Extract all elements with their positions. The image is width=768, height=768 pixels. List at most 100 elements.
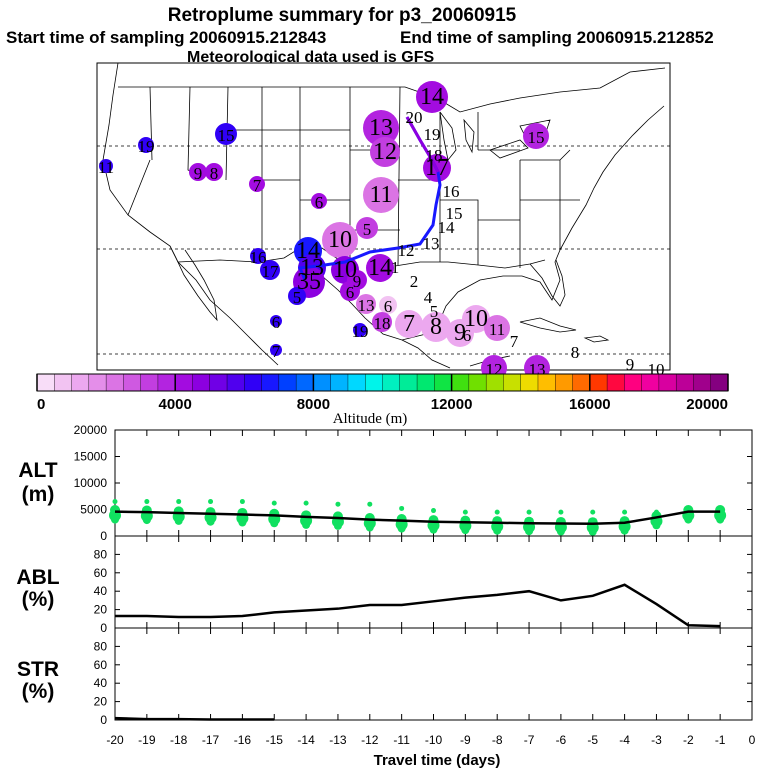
- panel-alt: ALT(m) 20000 15000 10000 5000 0: [18, 423, 753, 543]
- altitude-point: [206, 517, 215, 526]
- colorbar-tick-label: 20000: [686, 396, 728, 413]
- map-day-label: 8: [430, 314, 442, 340]
- y-tick-label: 60: [94, 566, 108, 580]
- chart-title: Retroplume summary for p3_20060915: [168, 5, 517, 26]
- map-marker: [270, 315, 282, 327]
- map-marker: [379, 296, 397, 314]
- map-day-label: 7: [253, 176, 262, 195]
- map-marker: [395, 310, 423, 338]
- map-day-label: 14: [438, 218, 456, 237]
- map-day-label: 6: [315, 193, 324, 212]
- y-tick-label: 20: [94, 603, 108, 617]
- x-tick-label: 0: [749, 733, 756, 747]
- map-day-label: 17: [425, 155, 449, 181]
- map-marker: [372, 312, 392, 332]
- map-day-label: 10: [333, 257, 357, 283]
- y-tick-label: 80: [94, 547, 108, 561]
- map-marker: [138, 137, 154, 153]
- map-marker: [260, 260, 280, 280]
- y-tick-label: 10000: [74, 476, 108, 490]
- x-tick-label: -6: [556, 733, 567, 747]
- colorbar-cell: [555, 373, 574, 392]
- colorbar-cell: [278, 373, 297, 392]
- altitude-point: [142, 516, 151, 525]
- map-day-label: 11: [369, 182, 392, 208]
- y-tick-label: 60: [94, 658, 108, 672]
- map-day-label: 15: [446, 204, 463, 223]
- colorbar-cell: [416, 373, 435, 392]
- altitude-mean-line: [114, 510, 721, 526]
- start-time-label: Start time of sampling 20060915.212843: [6, 28, 326, 47]
- map-marker: [366, 254, 394, 282]
- altitude-point: [335, 501, 341, 507]
- map-day-label: 14: [420, 84, 444, 110]
- y-tick-label: 80: [94, 639, 108, 653]
- altitude-point: [715, 505, 726, 516]
- colorbar-tick-label: 16000: [569, 396, 611, 413]
- colorbar-cell: [347, 373, 366, 392]
- altitude-point: [365, 523, 374, 532]
- colorbar-cell: [313, 373, 332, 392]
- map-day-label: 6: [272, 313, 281, 332]
- x-tick-label: -19: [138, 733, 156, 747]
- altitude-point: [174, 516, 183, 525]
- x-tick-label: -10: [425, 733, 443, 747]
- map-marker: [446, 319, 474, 347]
- map-day-label: 1: [391, 258, 400, 277]
- altitude-point: [332, 511, 343, 522]
- map-day-label: 6: [346, 283, 355, 302]
- map-marker: [484, 315, 510, 341]
- altitude-point: [333, 521, 342, 530]
- colorbar-cell: [88, 373, 107, 392]
- str-line: [114, 716, 275, 721]
- altitude-point: [525, 527, 534, 536]
- altitude-point: [303, 500, 309, 506]
- altitude-point: [144, 499, 150, 505]
- altitude-point: [239, 499, 245, 505]
- map-marker: [270, 344, 282, 356]
- map-day-label: 10: [328, 227, 352, 253]
- colorbar-label: Altitude (m): [333, 411, 408, 427]
- colorbar-cell: [105, 373, 124, 392]
- colorbar-cell: [71, 373, 90, 392]
- map-day-label: 11: [98, 158, 114, 177]
- x-tick-label: -20: [106, 733, 124, 747]
- altitude-point: [269, 508, 280, 519]
- panel-abl: ABL(%) 80 60 40 20 0: [16, 535, 753, 635]
- map-marker: [99, 159, 113, 173]
- altitude-point: [684, 515, 693, 524]
- map-marker: [250, 248, 266, 264]
- map-marker: [356, 217, 378, 239]
- panel-ylabel: ABL: [16, 566, 59, 589]
- colorbar-cell: [468, 373, 487, 392]
- colorbar-cell: [606, 373, 625, 392]
- map-day-label: 9: [454, 320, 466, 346]
- colorbar-cell: [123, 373, 142, 392]
- altitude-point: [590, 509, 596, 515]
- x-tick-label: -13: [329, 733, 347, 747]
- map-day-label: 7: [510, 332, 519, 351]
- altitude-point: [431, 508, 436, 514]
- map-day-label: 11: [489, 320, 505, 339]
- map-day-label: 14: [368, 255, 392, 281]
- colorbar-cell: [434, 373, 453, 392]
- map-day-label: 18: [426, 146, 443, 165]
- altitude-point: [493, 526, 502, 535]
- map-marker: [370, 137, 400, 167]
- altitude-point: [558, 509, 564, 515]
- altitude-point: [460, 515, 471, 526]
- altitude-point: [271, 500, 277, 506]
- altitude-point: [587, 517, 598, 528]
- map-day-label: 9: [353, 272, 362, 291]
- map-marker: [215, 123, 237, 145]
- altitude-point: [367, 501, 373, 507]
- map-outlines: [102, 62, 666, 369]
- colorbar-cell: [589, 373, 608, 392]
- map-day-label: 9: [626, 355, 635, 374]
- colorbar-cell: [693, 373, 712, 392]
- altitude-point: [238, 518, 247, 527]
- colorbar-cell: [209, 373, 228, 392]
- x-tick-label: -3: [651, 733, 662, 747]
- y-tick-label: 40: [94, 676, 108, 690]
